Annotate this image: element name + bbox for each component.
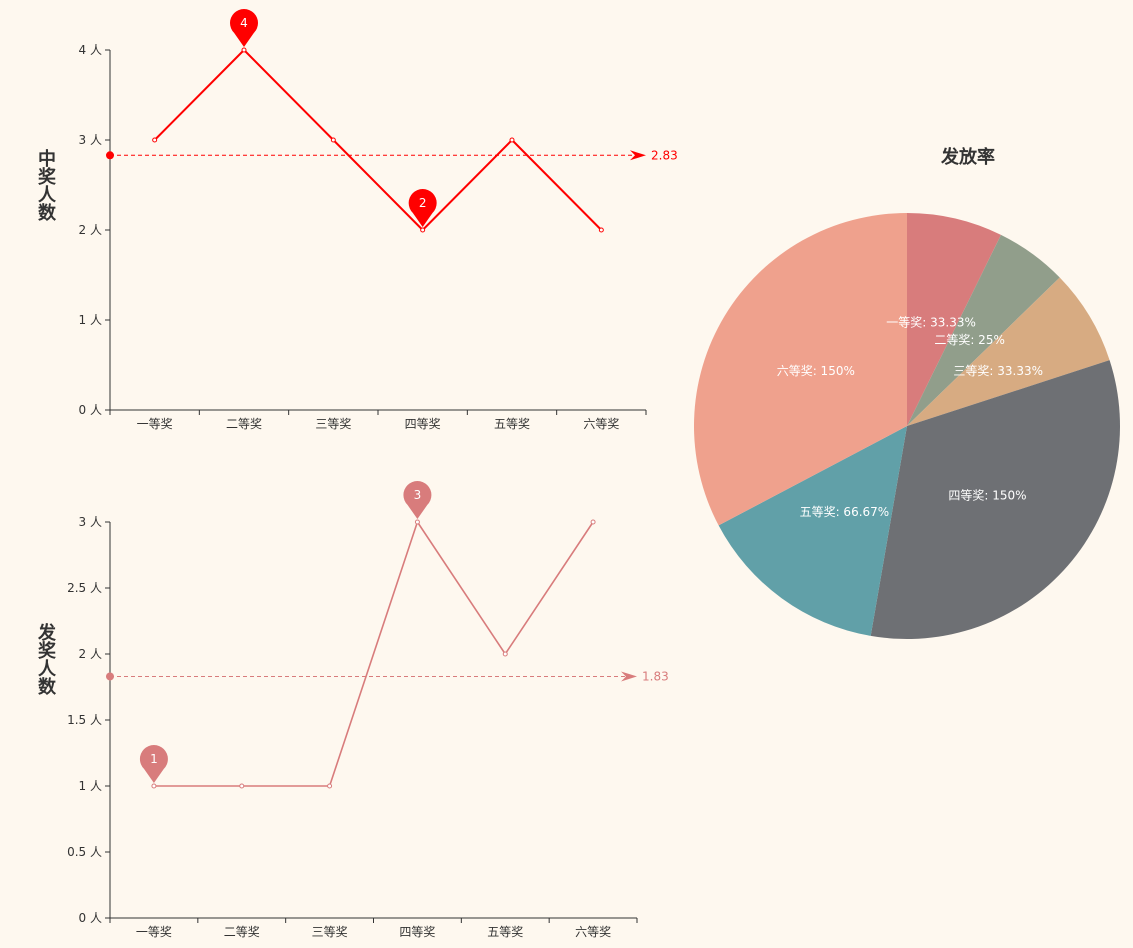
data-point[interactable] [327, 783, 333, 789]
average-line-arrow [621, 671, 637, 682]
pie-slice-label: 六等奖: 150% [777, 364, 855, 378]
average-line-start-dot [106, 672, 114, 681]
x-tick-label: 六等奖 [583, 417, 619, 431]
data-point[interactable] [590, 519, 596, 525]
pie-slice-label: 一等奖: 33.33% [886, 315, 976, 329]
data-point[interactable] [420, 227, 426, 233]
y-axis-title-issued: 发奖人数 [35, 623, 56, 695]
pin-value-label: 1 [150, 752, 158, 766]
pie-slice[interactable] [718, 426, 907, 636]
x-tick-label: 二等奖 [226, 417, 262, 431]
y-tick-label: 2 人 [79, 647, 102, 661]
y-tick-label: 1.5 人 [67, 713, 102, 727]
pie-slice-label: 二等奖: 25% [934, 333, 1005, 347]
data-point[interactable] [330, 137, 336, 143]
y-tick-label: 4 人 [79, 43, 102, 57]
series-line [153, 521, 594, 787]
data-point[interactable] [414, 519, 420, 525]
y-tick-label: 1 人 [79, 779, 102, 793]
x-tick-label: 一等奖 [136, 925, 172, 939]
data-point[interactable] [241, 47, 247, 53]
pie-slice[interactable] [870, 360, 1120, 639]
pie-slice-label: 四等奖: 150% [948, 489, 1026, 503]
y-tick-label: 1 人 [79, 313, 102, 327]
y-tick-label: 0 人 [79, 403, 102, 417]
y-tick-label: 3 人 [79, 515, 102, 529]
x-tick-label: 六等奖 [575, 925, 611, 939]
x-tick-label: 三等奖 [315, 417, 351, 431]
x-tick-label: 五等奖 [494, 417, 530, 431]
pie-slice-label: 三等奖: 33.33% [953, 364, 1043, 378]
x-tick-label: 三等奖 [312, 925, 348, 939]
y-tick-label: 2.5 人 [67, 581, 102, 595]
pie-slice-label: 五等奖: 66.67% [800, 505, 890, 519]
data-point[interactable] [502, 651, 508, 657]
pie-slice[interactable] [693, 213, 907, 526]
pin-value-label: 3 [414, 488, 422, 502]
x-tick-label: 四等奖 [399, 925, 435, 939]
y-tick-label: 2 人 [79, 223, 102, 237]
y-tick-label: 0 人 [79, 911, 102, 925]
pin-marker[interactable] [230, 8, 259, 47]
pin-value-label: 4 [240, 16, 248, 30]
y-tick-label: 0.5 人 [67, 845, 102, 859]
data-point[interactable] [598, 227, 604, 233]
pie-chart-title: 发放率 [941, 147, 995, 168]
x-tick-label: 二等奖 [224, 925, 260, 939]
pie-slice[interactable] [907, 234, 1060, 426]
x-tick-label: 五等奖 [487, 925, 523, 939]
pie-slice[interactable] [907, 213, 1001, 426]
average-line-start-dot [106, 151, 114, 160]
y-tick-label: 3 人 [79, 133, 102, 147]
pie-slice[interactable] [907, 277, 1110, 426]
pin-marker[interactable] [403, 481, 432, 519]
data-point[interactable] [151, 783, 157, 789]
pin-marker[interactable] [139, 745, 168, 783]
average-value-label: 2.83 [651, 148, 678, 162]
data-point[interactable] [239, 783, 245, 789]
pin-marker[interactable] [408, 189, 437, 227]
data-point[interactable] [152, 137, 158, 143]
pie-chart-distribution-rate: 一等奖: 33.33% 二等奖: 25% 三等奖: 33.33% 四等奖: 150% 五… [693, 213, 1120, 639]
series-line [153, 49, 603, 231]
x-tick-label: 一等奖 [137, 417, 173, 431]
average-value-label: 1.83 [642, 669, 669, 683]
data-point[interactable] [509, 137, 515, 143]
average-line-arrow [630, 150, 646, 161]
y-axis-title-winners: 中奖人数 [35, 149, 56, 221]
pin-value-label: 2 [419, 196, 427, 210]
x-tick-label: 四等奖 [405, 417, 441, 431]
